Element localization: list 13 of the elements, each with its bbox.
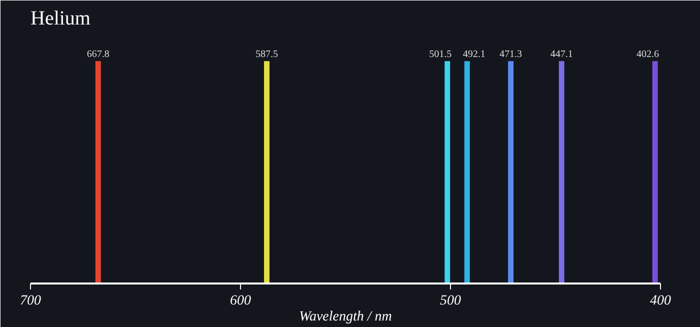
annotation: 587.5 xyxy=(256,49,278,60)
x-tick-label: 500 xyxy=(440,294,461,308)
annotation: 501.5 xyxy=(429,49,452,60)
annotation: 667.8 xyxy=(86,49,110,60)
annotation: 471.3 xyxy=(500,49,522,60)
annotation: 447.1 xyxy=(550,49,573,60)
chart-title: Helium xyxy=(30,8,91,30)
annotation: 402.6 xyxy=(636,49,660,60)
x-axis-title: Wavelength / nm xyxy=(299,310,392,324)
x-tick-label: 400 xyxy=(650,294,671,308)
x-tick-label: 600 xyxy=(230,294,251,308)
annotation: 492.1 xyxy=(462,49,486,60)
x-tick-label: 700 xyxy=(20,294,41,308)
